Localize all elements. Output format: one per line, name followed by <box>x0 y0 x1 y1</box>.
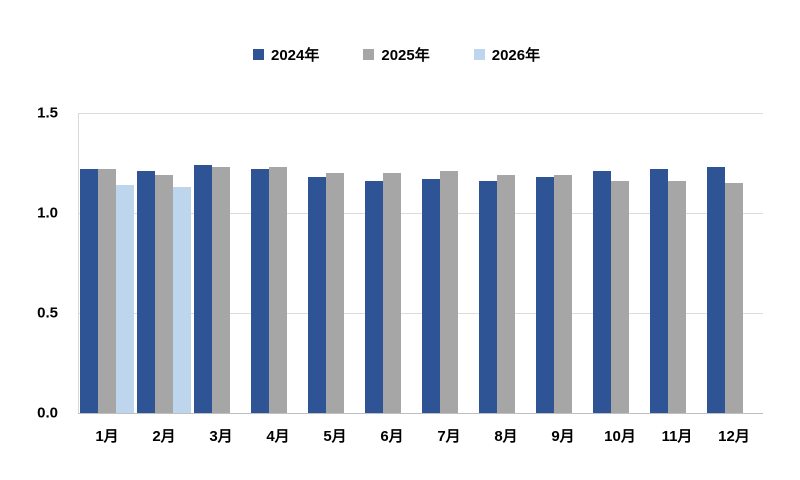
bar-2025年-5月 <box>326 173 344 413</box>
bar-2024年-11月 <box>650 169 668 413</box>
y-axis-tick-label: 0.5 <box>37 304 58 322</box>
y-axis-tick-label: 1.0 <box>37 204 58 222</box>
legend-label: 2024年 <box>271 47 320 64</box>
bar-2024年-2月 <box>137 171 155 413</box>
bar-2024年-12月 <box>707 167 725 413</box>
bar-2025年-1月 <box>98 169 116 413</box>
bar-2024年-8月 <box>479 181 497 413</box>
bar-2025年-3月 <box>212 167 230 413</box>
bar-2024年-9月 <box>536 177 554 413</box>
x-axis-line <box>78 413 763 414</box>
bar-2024年-5月 <box>308 177 326 413</box>
x-axis-tick-label: 8月 <box>494 428 518 445</box>
legend-swatch-icon <box>253 49 264 60</box>
x-axis-tick-label: 12月 <box>718 428 750 445</box>
bar-2025年-7月 <box>440 171 458 413</box>
bar-2024年-4月 <box>251 169 269 413</box>
bar-2025年-12月 <box>725 183 743 413</box>
gridline <box>78 213 763 214</box>
legend-item-2026年: 2026年 <box>473 44 541 65</box>
bar-2025年-6月 <box>383 173 401 413</box>
x-axis-tick-label: 3月 <box>209 428 233 445</box>
legend-swatch-icon <box>363 49 375 60</box>
bar-2025年-11月 <box>668 181 686 413</box>
x-axis-tick-label: 5月 <box>323 428 347 445</box>
bar-2025年-10月 <box>611 181 629 413</box>
legend-label: 2026年 <box>491 47 541 64</box>
bar-2025年-2月 <box>155 175 173 413</box>
gridline <box>78 313 763 314</box>
legend-item-2025年: 2025年 <box>363 44 430 65</box>
legend-label: 2025年 <box>381 47 430 64</box>
x-axis-tick-label: 4月 <box>266 428 290 445</box>
x-axis-tick-label: 9月 <box>551 428 575 445</box>
y-axis-tick-label: 1.5 <box>37 104 58 122</box>
x-axis-tick-label: 1月 <box>95 428 119 445</box>
bar-2026年-2月 <box>173 187 191 413</box>
bar-2024年-10月 <box>593 171 611 413</box>
bar-2024年-1月 <box>80 169 98 413</box>
bar-2024年-7月 <box>422 179 440 413</box>
legend-item-2024年: 2024年 <box>253 44 319 65</box>
bar-2025年-8月 <box>497 175 515 413</box>
y-axis-line <box>78 113 79 413</box>
bar-2024年-6月 <box>365 181 383 413</box>
x-axis-tick-label: 7月 <box>437 428 461 445</box>
x-axis-tick-label: 10月 <box>604 428 636 445</box>
x-axis-tick-label: 2月 <box>152 428 176 445</box>
gridline <box>78 113 763 114</box>
bar-2024年-3月 <box>194 165 212 413</box>
x-axis-tick-label: 11月 <box>661 428 693 445</box>
bar-2026年-1月 <box>116 185 134 413</box>
chart-legend: 2024年 2025年 2026年 <box>253 44 540 65</box>
bar-2025年-4月 <box>269 167 287 413</box>
legend-swatch-icon <box>473 49 485 60</box>
x-axis-tick-label: 6月 <box>380 428 404 445</box>
y-axis-tick-label: 0.0 <box>37 404 58 422</box>
bar-2025年-9月 <box>554 175 572 413</box>
